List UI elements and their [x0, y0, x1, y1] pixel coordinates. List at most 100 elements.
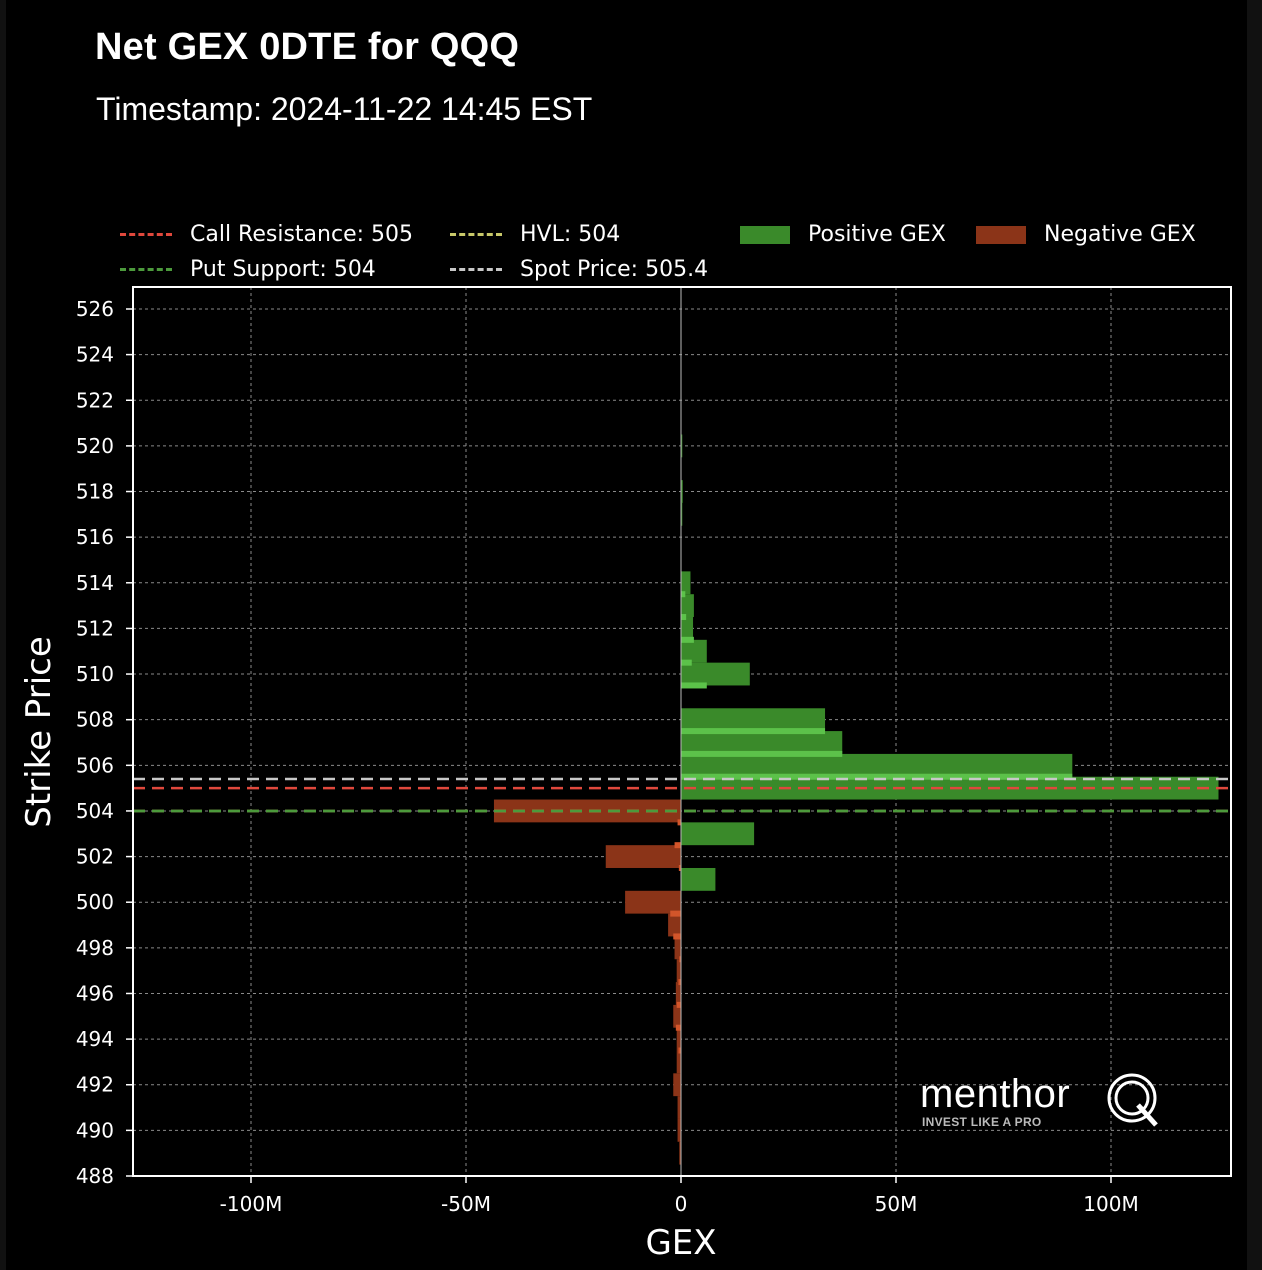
gex-bar	[681, 502, 683, 526]
gex-bar	[625, 890, 681, 914]
chart-legend: Call Resistance: 505 HVL: 504 Positive G…	[120, 222, 1230, 286]
y-tick-label: 498	[76, 936, 114, 960]
logo-q-icon	[1107, 1073, 1158, 1127]
logo-tagline: INVEST LIKE A PRO	[922, 1115, 1042, 1129]
gex-bar	[493, 799, 681, 823]
y-tick-label: 518	[76, 480, 114, 504]
frame-edge-right	[1247, 0, 1262, 1270]
legend-negative-gex: Negative GEX	[976, 222, 1196, 247]
gex-bar-half-strike	[674, 842, 681, 849]
y-tick-label: 494	[76, 1027, 114, 1051]
gex-bar	[681, 639, 707, 663]
gex-bar	[681, 480, 683, 503]
y-tick-label: 526	[76, 297, 114, 321]
gex-bar-half-strike	[677, 819, 681, 826]
gex-bar	[681, 434, 683, 458]
gex-bar-half-strike	[679, 956, 681, 963]
y-tick-label: 488	[76, 1164, 114, 1188]
legend-label: Positive GEX	[808, 222, 946, 247]
gex-bar	[681, 867, 716, 891]
legend-label: HVL: 504	[520, 222, 621, 247]
y-tick-label: 520	[76, 434, 114, 458]
positive-gex-patch-icon	[740, 225, 790, 244]
x-tick-label: 100M	[1083, 1192, 1138, 1216]
gex-bar-half-strike	[670, 910, 681, 917]
gex-bar-half-strike	[681, 750, 843, 757]
legend-label: Call Resistance: 505	[190, 222, 414, 247]
x-tick-label: 50M	[875, 1192, 918, 1216]
gex-bar	[605, 845, 681, 868]
legend-put-support: Put Support: 504	[120, 257, 376, 282]
y-tick-label: 496	[76, 981, 114, 1005]
gex-bar	[681, 594, 694, 618]
gex-bar	[676, 959, 681, 983]
x-tick-label: -50M	[441, 1192, 491, 1216]
y-tick-label: 522	[76, 388, 114, 412]
gex-bar	[676, 1050, 681, 1074]
gex-bar-half-strike	[681, 591, 686, 598]
y-axis-label: Strike Price	[19, 636, 59, 827]
x-tick-label: -100M	[220, 1192, 283, 1216]
frame-edge-left	[0, 0, 6, 1270]
call-resistance-line-icon	[120, 233, 172, 236]
gex-bar	[674, 936, 681, 960]
legend-positive-gex: Positive GEX	[740, 222, 946, 247]
menthorq-logo: menthor INVEST LIKE A PRO	[920, 1072, 1170, 1132]
gex-bar-half-strike	[678, 864, 681, 871]
gex-bar-half-strike	[678, 1047, 681, 1054]
gex-bar-half-strike	[681, 728, 826, 735]
y-tick-label: 524	[76, 343, 114, 367]
y-tick-label: 506	[76, 753, 114, 777]
y-tick-label: 514	[76, 571, 114, 595]
gex-bar	[677, 1096, 681, 1119]
y-tick-label: 502	[76, 845, 114, 869]
legend-hvl: HVL: 504	[450, 222, 620, 247]
y-tick-label: 510	[76, 662, 114, 686]
x-tick-label: 0	[675, 1192, 688, 1216]
gex-bar	[681, 753, 1073, 777]
gex-bar-half-strike	[681, 659, 692, 666]
gex-bar	[676, 1027, 681, 1051]
gex-bar	[681, 731, 843, 754]
gex-bar	[668, 913, 681, 937]
y-tick-label: 508	[76, 708, 114, 732]
legend-label: Spot Price: 505.4	[520, 257, 709, 282]
gex-bar	[673, 1073, 681, 1097]
gex-bars	[493, 287, 1219, 1176]
gex-bar	[679, 1141, 681, 1165]
y-tick-label: 492	[76, 1073, 114, 1097]
plot-frame	[132, 286, 1232, 1177]
y-axis-ticks: 526 524 522 520 518 516 514 512 510 508 506 504 502 5…	[76, 297, 133, 1188]
chart-title: Net GEX 0DTE for QQQ	[95, 26, 520, 68]
x-axis-label: GEX	[645, 1223, 716, 1263]
gex-bar	[681, 776, 1219, 800]
gex-bar	[681, 571, 691, 595]
gex-bar-half-strike	[676, 1001, 681, 1008]
y-tick-label: 504	[76, 799, 114, 823]
gex-bar-half-strike	[681, 636, 694, 643]
gex-bar-half-strike	[678, 979, 681, 986]
chart-timestamp: Timestamp: 2024-11-22 14:45 EST	[96, 91, 593, 127]
legend-label: Negative GEX	[1044, 222, 1196, 247]
gex-bar	[673, 1004, 681, 1028]
y-tick-label: 490	[76, 1118, 114, 1142]
legend-call-resistance: Call Resistance: 505	[120, 222, 413, 247]
y-tick-label: 512	[76, 616, 114, 640]
gex-bar-half-strike	[681, 614, 687, 621]
x-axis-ticks: -100M -50M 0 50M 100M	[220, 1176, 1139, 1216]
legend-spot-price: Spot Price: 505.4	[450, 257, 708, 282]
gex-bar-half-strike	[675, 1024, 681, 1031]
gex-bar-half-strike	[681, 682, 707, 689]
level-lines	[133, 777, 1231, 813]
y-tick-label: 516	[76, 525, 114, 549]
y-tick-label: 500	[76, 890, 114, 914]
gex-bar	[681, 822, 755, 846]
gex-bar	[677, 1118, 681, 1142]
gex-bar	[681, 708, 826, 732]
gex-bar-half-strike	[681, 773, 1073, 780]
put-support-line-icon	[120, 268, 172, 271]
gex-bar	[681, 662, 750, 686]
gex-bar	[675, 982, 681, 1005]
hvl-line-icon	[450, 233, 502, 236]
